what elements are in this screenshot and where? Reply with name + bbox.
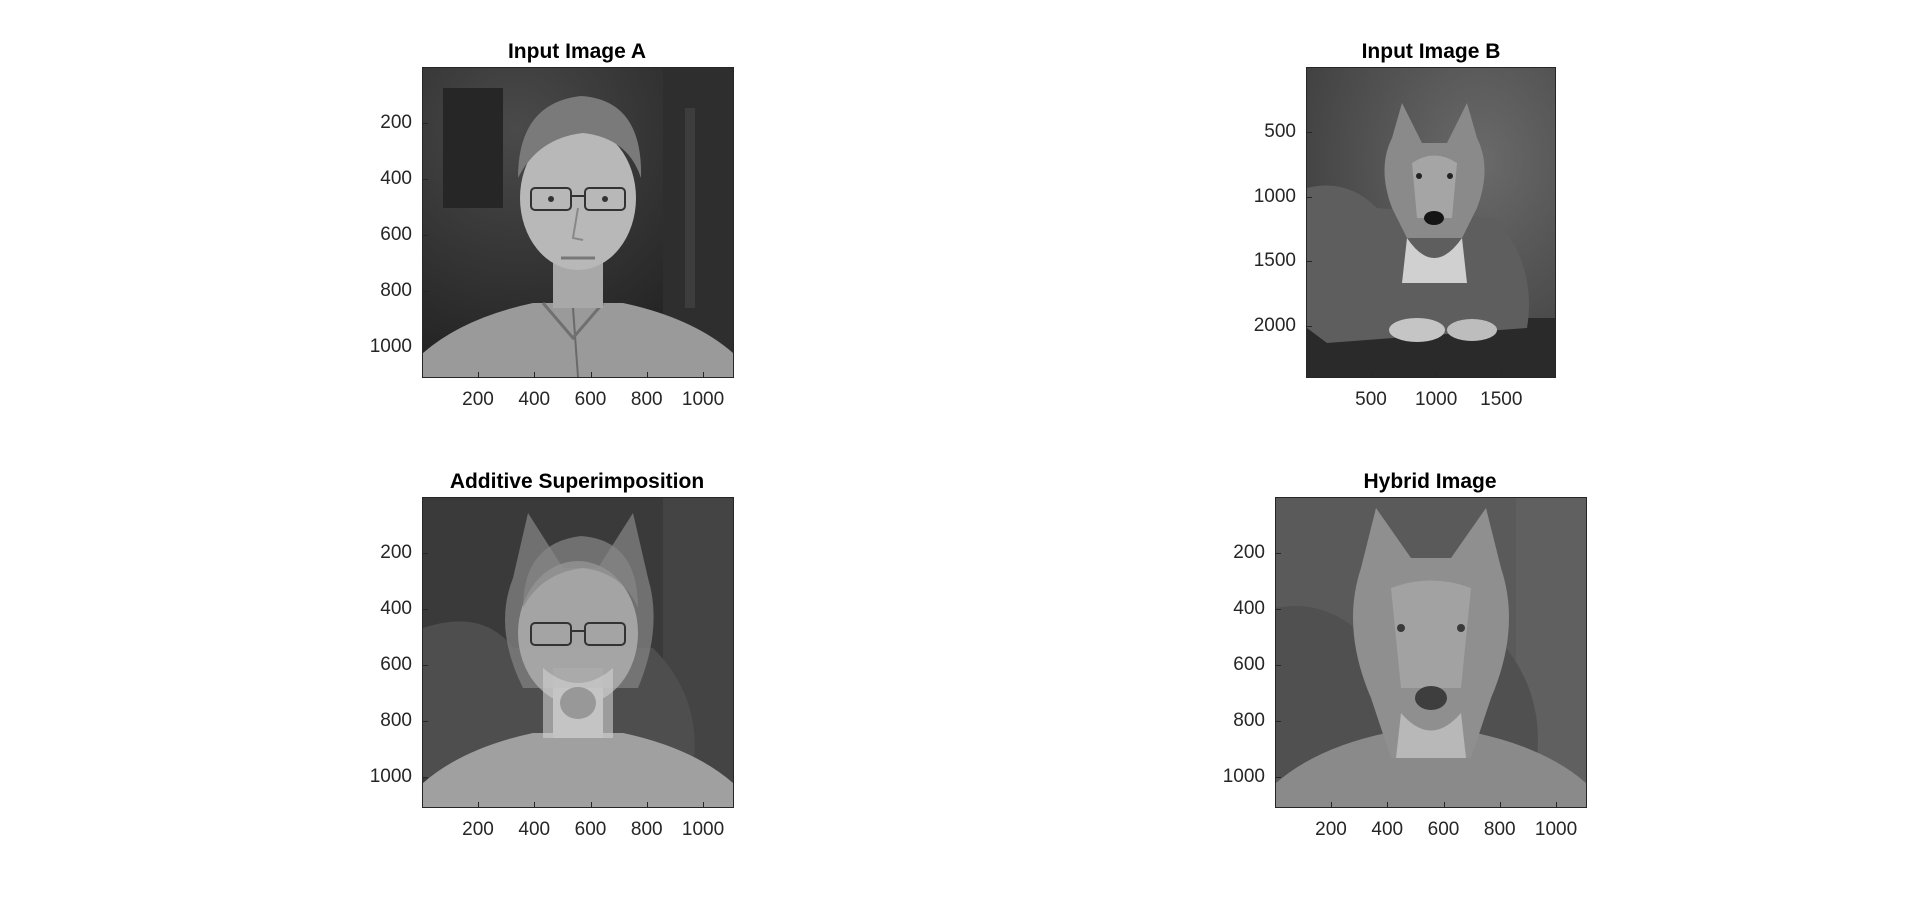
x-tick-label: 600 (1427, 819, 1460, 840)
x-tick-mark (534, 802, 535, 807)
x-tick-label: 200 (1315, 819, 1347, 840)
x-tick-label: 600 (574, 389, 607, 410)
y-tick-mark (1276, 609, 1281, 610)
x-tick-mark (478, 372, 479, 377)
y-tick-label: 400 (1233, 597, 1265, 619)
image-axes[interactable] (1275, 497, 1587, 808)
y-tick-mark (1307, 261, 1312, 262)
y-tick-label: 1000 (369, 336, 412, 358)
y-tick-label: 200 (1233, 541, 1265, 563)
x-tick-label: 600 (574, 819, 607, 840)
x-tick-mark (1331, 802, 1332, 807)
x-tick-label: 500 (1355, 389, 1387, 410)
x-tick-mark (1371, 372, 1372, 377)
y-tick-mark (423, 291, 428, 292)
x-tick-mark (647, 802, 648, 807)
y-tick-mark (1307, 326, 1312, 327)
x-tick-mark (591, 802, 592, 807)
x-tick-label: 200 (462, 389, 494, 410)
x-tick-label: 400 (518, 819, 551, 840)
x-tick-label: 200 (462, 819, 494, 840)
y-tick-mark (1276, 665, 1281, 666)
panel-title: Hybrid Image (1363, 470, 1497, 493)
y-tick-mark (423, 777, 428, 778)
y-tick-label: 600 (380, 653, 412, 675)
y-tick-label: 500 (1264, 120, 1296, 142)
x-tick-mark (703, 372, 704, 377)
x-tick-label: 400 (1371, 819, 1404, 840)
wolf-image (1307, 68, 1555, 377)
y-tick-label: 1000 (369, 766, 412, 788)
additive-image (423, 498, 733, 807)
x-tick-mark (591, 372, 592, 377)
x-tick-label: 800 (1483, 819, 1516, 840)
y-tick-mark (423, 235, 428, 236)
y-tick-mark (1276, 721, 1281, 722)
y-tick-mark (1307, 197, 1312, 198)
y-tick-mark (423, 553, 428, 554)
y-tick-label: 200 (380, 111, 412, 133)
x-tick-mark (1500, 802, 1501, 807)
y-tick-mark (423, 347, 428, 348)
y-tick-mark (423, 665, 428, 666)
x-tick-mark (1501, 372, 1502, 377)
y-tick-mark (423, 609, 428, 610)
y-tick-label: 800 (380, 710, 412, 732)
image-axes[interactable] (422, 497, 734, 808)
y-tick-mark (423, 179, 428, 180)
panel-title: Additive Superimposition (449, 470, 705, 493)
x-tick-label: 800 (630, 819, 663, 840)
y-tick-mark (1276, 553, 1281, 554)
x-tick-mark (534, 372, 535, 377)
y-tick-label: 400 (380, 167, 412, 189)
image-axes[interactable] (1306, 67, 1556, 378)
x-tick-mark (1387, 802, 1388, 807)
y-tick-label: 1500 (1253, 250, 1296, 272)
y-tick-label: 400 (380, 597, 412, 619)
x-tick-label: 400 (518, 389, 551, 410)
y-tick-mark (1307, 132, 1312, 133)
x-tick-mark (1556, 802, 1557, 807)
x-tick-label: 1000 (1415, 389, 1458, 410)
x-tick-label: 1000 (1534, 819, 1578, 840)
x-tick-mark (1444, 802, 1445, 807)
x-tick-mark (478, 802, 479, 807)
y-tick-mark (423, 123, 428, 124)
y-tick-label: 800 (380, 280, 412, 302)
x-tick-label: 1000 (681, 389, 725, 410)
y-tick-mark (1276, 777, 1281, 778)
image-axes[interactable] (422, 67, 734, 378)
panel-title: Input Image B (1361, 40, 1501, 63)
x-tick-label: 1000 (681, 819, 725, 840)
y-tick-mark (423, 721, 428, 722)
x-tick-label: 1500 (1480, 389, 1523, 410)
portrait-image (423, 68, 733, 377)
y-tick-label: 1000 (1222, 766, 1265, 788)
y-tick-label: 1000 (1253, 185, 1296, 207)
hybrid-image (1276, 498, 1586, 807)
y-tick-label: 600 (380, 223, 412, 245)
x-tick-mark (647, 372, 648, 377)
y-tick-label: 600 (1233, 653, 1265, 675)
x-tick-label: 800 (630, 389, 663, 410)
panel-title: Input Image A (507, 40, 647, 63)
x-tick-mark (1436, 372, 1437, 377)
y-tick-label: 2000 (1253, 315, 1296, 337)
y-tick-label: 200 (380, 541, 412, 563)
y-tick-label: 800 (1233, 710, 1265, 732)
x-tick-mark (703, 802, 704, 807)
